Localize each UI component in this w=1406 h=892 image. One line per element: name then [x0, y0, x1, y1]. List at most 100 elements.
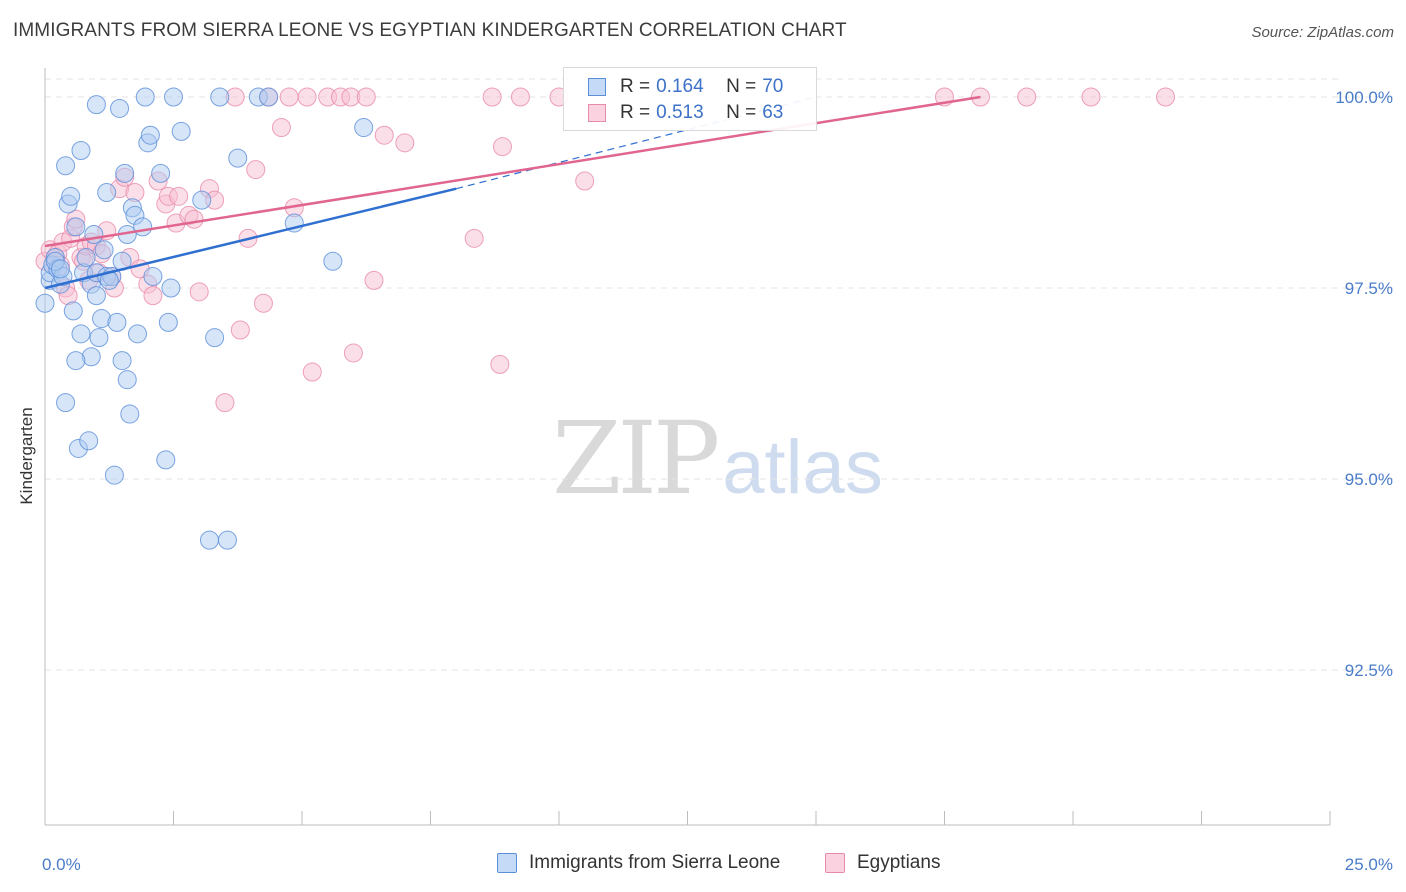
bottom-legend-label-egyptians: Egyptians: [857, 852, 941, 873]
y-tick-label: 100.0%: [1335, 88, 1393, 107]
point-sierra-leone: [259, 87, 279, 107]
series-sierra-leone: [35, 87, 374, 550]
point-egyptians: [490, 354, 510, 374]
point-sierra-leone: [66, 351, 86, 371]
point-sierra-leone: [143, 267, 163, 287]
point-sierra-leone: [135, 87, 155, 107]
y-tick-label: 95.0%: [1345, 470, 1393, 489]
point-egyptians: [143, 286, 163, 306]
x-tick-label: 25.0%: [1345, 855, 1393, 874]
point-egyptians: [230, 320, 250, 340]
legend-swatch-blue: [588, 78, 606, 96]
y-tick-label: 97.5%: [1345, 279, 1393, 298]
point-sierra-leone: [171, 121, 191, 141]
watermark-atlas: atlas: [722, 425, 883, 510]
point-egyptians: [482, 87, 502, 107]
x-tick-label: 0.0%: [42, 855, 81, 874]
point-sierra-leone: [76, 247, 96, 267]
point-sierra-leone: [158, 312, 178, 332]
point-egyptians: [215, 393, 235, 413]
legend-r-label: R =: [620, 76, 651, 97]
point-egyptians: [395, 133, 415, 153]
point-sierra-leone: [117, 370, 137, 390]
point-egyptians: [1017, 87, 1037, 107]
point-sierra-leone: [151, 163, 171, 183]
point-egyptians: [343, 343, 363, 363]
point-sierra-leone: [84, 225, 104, 245]
bottom-legend: Immigrants from Sierra Leone Egyptians: [0, 852, 1406, 878]
point-egyptians: [253, 293, 273, 313]
point-egyptians: [184, 209, 204, 229]
point-egyptians: [1081, 87, 1101, 107]
point-sierra-leone: [354, 118, 374, 138]
point-sierra-leone: [50, 259, 70, 279]
point-sierra-leone: [86, 95, 106, 115]
point-sierra-leone: [210, 87, 230, 107]
legend-n-value: 63: [762, 102, 784, 123]
point-sierra-leone: [205, 328, 225, 348]
point-sierra-leone: [228, 148, 248, 168]
bottom-legend-swatch-blue: [497, 853, 517, 873]
trend-line-egyptians: [44, 95, 981, 248]
bottom-legend-swatch-pink: [825, 853, 845, 873]
point-sierra-leone: [140, 125, 160, 145]
point-sierra-leone: [156, 450, 176, 470]
point-sierra-leone: [192, 190, 212, 210]
point-sierra-leone: [217, 530, 237, 550]
point-egyptians: [575, 171, 595, 191]
source-credit: Source: ZipAtlas.com: [1251, 24, 1394, 41]
point-sierra-leone: [94, 240, 114, 260]
point-egyptians: [464, 228, 484, 248]
point-sierra-leone: [61, 186, 81, 206]
tick-labels: 100.0% 97.5% 95.0% 92.5% 0.0% 25.0%: [42, 88, 1393, 874]
bottom-legend-label-sierra-leone: Immigrants from Sierra Leone: [529, 852, 781, 873]
point-sierra-leone: [199, 530, 219, 550]
point-sierra-leone: [89, 328, 109, 348]
chart-title: IMMIGRANTS FROM SIERRA LEONE VS EGYPTIAN…: [13, 20, 847, 41]
trend-line-sierra-leone-extension: [456, 96, 817, 190]
point-sierra-leone: [97, 183, 117, 202]
point-sierra-leone: [86, 286, 106, 306]
point-sierra-leone: [66, 217, 86, 237]
point-egyptians: [271, 118, 291, 138]
trend-lines: [44, 95, 981, 290]
point-egyptians: [374, 125, 394, 145]
point-sierra-leone: [79, 431, 99, 451]
point-egyptians: [297, 87, 317, 107]
point-sierra-leone: [164, 87, 183, 107]
watermark-zip: ZIP: [552, 400, 720, 517]
legend-r-value: 0.513: [656, 102, 704, 123]
point-sierra-leone: [161, 278, 181, 298]
bottom-legend-item-sierra-leone: Immigrants from Sierra Leone: [497, 852, 780, 874]
axes: [44, 68, 1331, 826]
legend-r-value: 0.164: [656, 76, 704, 97]
point-sierra-leone: [71, 324, 91, 344]
point-egyptians: [279, 87, 299, 107]
watermark: ZIPatlas: [552, 400, 883, 517]
point-egyptians: [510, 87, 530, 107]
point-egyptians: [189, 282, 209, 302]
point-egyptians: [364, 270, 384, 290]
legend-r-label: R =: [620, 102, 651, 123]
point-sierra-leone: [56, 156, 76, 176]
point-sierra-leone: [323, 251, 343, 271]
point-sierra-leone: [71, 140, 91, 160]
point-sierra-leone: [133, 217, 153, 237]
point-sierra-leone: [120, 404, 140, 424]
legend-row-egyptians: R = 0.513 N = 63: [588, 101, 783, 125]
point-sierra-leone: [128, 324, 148, 344]
point-sierra-leone: [63, 301, 83, 321]
point-egyptians: [246, 160, 266, 180]
point-sierra-leone: [115, 163, 135, 183]
point-sierra-leone: [56, 393, 76, 413]
point-egyptians: [356, 87, 376, 107]
trend-line-sierra-leone: [44, 187, 457, 290]
point-egyptians: [302, 362, 322, 382]
point-sierra-leone: [112, 351, 132, 371]
legend-row-sierra-leone: R = 0.164 N = 70: [588, 75, 783, 99]
point-egyptians: [492, 137, 512, 157]
point-sierra-leone: [104, 465, 124, 485]
point-egyptians: [1156, 87, 1176, 107]
legend-swatch-pink: [588, 104, 606, 122]
